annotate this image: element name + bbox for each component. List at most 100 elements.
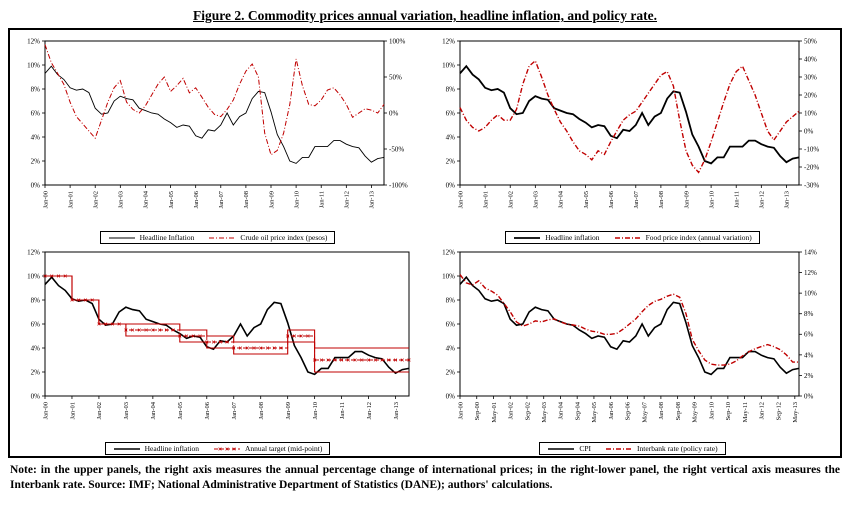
svg-text:Jan-02: Jan-02 bbox=[507, 402, 514, 419]
svg-text:4%: 4% bbox=[804, 351, 814, 359]
svg-text:4%: 4% bbox=[445, 344, 455, 352]
legend-label: Crude oil price index (pesos) bbox=[240, 233, 328, 242]
svg-text:10%: 10% bbox=[442, 272, 455, 280]
svg-text:10%: 10% bbox=[804, 290, 817, 298]
svg-text:Jan-03: Jan-03 bbox=[117, 191, 124, 208]
svg-text:6%: 6% bbox=[30, 320, 40, 328]
svg-text:Jan-10: Jan-10 bbox=[311, 402, 318, 419]
svg-text:Jan-07: Jan-07 bbox=[231, 401, 238, 419]
legend-item-headline-inflation: Headline inflation bbox=[513, 233, 600, 242]
legend-line-sample bbox=[214, 446, 240, 451]
figure-note: Note: in the upper panels, the right axi… bbox=[10, 464, 840, 491]
svg-text:10%: 10% bbox=[804, 109, 817, 117]
svg-text:2%: 2% bbox=[30, 157, 40, 165]
svg-text:Jan-08: Jan-08 bbox=[258, 402, 265, 419]
svg-text:12%: 12% bbox=[27, 37, 40, 45]
legend-line-sample bbox=[113, 447, 140, 450]
svg-text:8%: 8% bbox=[30, 85, 40, 93]
svg-text:2%: 2% bbox=[445, 157, 455, 165]
svg-text:2%: 2% bbox=[804, 372, 814, 380]
svg-text:8%: 8% bbox=[804, 310, 814, 318]
svg-text:Jan-06: Jan-06 bbox=[204, 401, 211, 419]
svg-text:4%: 4% bbox=[30, 344, 40, 352]
svg-text:14%: 14% bbox=[804, 248, 817, 256]
svg-text:-10%: -10% bbox=[804, 145, 819, 153]
svg-text:Jan-12: Jan-12 bbox=[758, 191, 765, 208]
legend-label: Headline Inflation bbox=[139, 233, 195, 242]
svg-text:4%: 4% bbox=[445, 133, 455, 141]
svg-text:0%: 0% bbox=[389, 109, 399, 117]
legend-line-sample bbox=[108, 237, 135, 238]
svg-text:Jan-00: Jan-00 bbox=[457, 191, 464, 208]
legend-label: CPI bbox=[579, 444, 592, 453]
svg-text:8%: 8% bbox=[30, 296, 40, 304]
svg-text:May-03: May-03 bbox=[541, 402, 548, 423]
legend-label: Food price index (annual variation) bbox=[645, 233, 752, 242]
svg-text:Jan-10: Jan-10 bbox=[293, 191, 300, 208]
svg-text:Jan-11: Jan-11 bbox=[338, 402, 345, 419]
svg-text:Sep-08: Sep-08 bbox=[674, 402, 681, 420]
legend-label: Headline inflation bbox=[545, 233, 600, 242]
svg-text:Jan-13: Jan-13 bbox=[783, 191, 790, 208]
svg-text:0%: 0% bbox=[30, 181, 40, 189]
svg-text:10%: 10% bbox=[442, 61, 455, 69]
legend-line-sample bbox=[514, 236, 541, 239]
svg-text:6%: 6% bbox=[445, 320, 455, 328]
svg-text:Jan-09: Jan-09 bbox=[268, 191, 275, 208]
panel-headline-vs-target: 0% 2% 4% 6% 8% 10% 12% Jan-00 Jan-01 Jan-02 Jan-03… bbox=[10, 244, 425, 455]
legend-item-food-price-index-annual-variation-: Food price index (annual variation) bbox=[614, 233, 752, 242]
chart-legend: Headline Inflation Crude oil price index … bbox=[99, 231, 336, 244]
svg-text:12%: 12% bbox=[442, 248, 455, 256]
svg-text:Jan-03: Jan-03 bbox=[532, 191, 539, 208]
svg-text:Jan-00: Jan-00 bbox=[457, 402, 464, 419]
legend-line-sample bbox=[548, 447, 575, 450]
legend-item-annual-target-mid-point-: Annual target (mid-point) bbox=[213, 444, 322, 453]
svg-text:May-13: May-13 bbox=[792, 402, 799, 423]
svg-text:0%: 0% bbox=[445, 181, 455, 189]
svg-text:Sep-02: Sep-02 bbox=[524, 402, 531, 420]
svg-text:Jan-06: Jan-06 bbox=[607, 190, 614, 208]
svg-text:Jan-09: Jan-09 bbox=[683, 191, 690, 208]
svg-text:Jan-09: Jan-09 bbox=[284, 402, 291, 419]
chart-headline-vs-oil: 0% 2% 4% 6% 8% 10% 12% -100% -50% 0% 50% 100% Jan-00… bbox=[27, 37, 408, 208]
legend-label: Interbank rate (policy rate) bbox=[637, 444, 718, 453]
svg-text:10%: 10% bbox=[27, 61, 40, 69]
svg-text:6%: 6% bbox=[30, 109, 40, 117]
svg-text:0%: 0% bbox=[30, 392, 40, 400]
svg-text:-50%: -50% bbox=[389, 145, 404, 153]
svg-text:100%: 100% bbox=[389, 37, 406, 45]
svg-text:May-07: May-07 bbox=[641, 401, 648, 422]
svg-text:12%: 12% bbox=[442, 37, 455, 45]
svg-text:Jan-02: Jan-02 bbox=[92, 191, 99, 208]
legend-item-crude-oil-price-index-pesos-: Crude oil price index (pesos) bbox=[208, 233, 327, 242]
svg-text:Jan-10: Jan-10 bbox=[708, 191, 715, 208]
svg-text:Jan-08: Jan-08 bbox=[658, 402, 665, 419]
svg-text:6%: 6% bbox=[804, 331, 814, 339]
svg-text:12%: 12% bbox=[27, 248, 40, 256]
svg-text:Jan-05: Jan-05 bbox=[582, 191, 589, 208]
panel-headline-vs-food: 0% 2% 4% 6% 8% 10% 12% -30% -20% -10% 0% 10% 20% 30% 4… bbox=[425, 33, 840, 244]
svg-text:Jan-12: Jan-12 bbox=[758, 402, 765, 419]
legend-label: Headline inflation bbox=[144, 444, 199, 453]
svg-text:Jan-00: Jan-00 bbox=[42, 402, 49, 419]
svg-text:50%: 50% bbox=[389, 73, 402, 81]
chart-legend: CPI Interbank rate (policy rate) bbox=[539, 442, 726, 455]
legend-item-cpi: CPI bbox=[547, 444, 591, 453]
svg-text:Jan-02: Jan-02 bbox=[507, 191, 514, 208]
svg-text:Jan-04: Jan-04 bbox=[150, 401, 157, 419]
svg-text:Jan-02: Jan-02 bbox=[96, 402, 103, 419]
svg-text:Jan-06: Jan-06 bbox=[192, 190, 199, 208]
svg-text:May-05: May-05 bbox=[591, 402, 598, 423]
svg-text:10%: 10% bbox=[27, 272, 40, 280]
panel-headline-vs-oil: 0% 2% 4% 6% 8% 10% 12% -100% -50% 0% 50% 100% Jan-00… bbox=[10, 33, 425, 244]
svg-text:-30%: -30% bbox=[804, 181, 819, 189]
legend-line-sample bbox=[209, 237, 236, 238]
svg-text:0%: 0% bbox=[804, 392, 814, 400]
svg-text:Jan-04: Jan-04 bbox=[142, 190, 149, 208]
panel-cpi-vs-interbank: 0% 2% 4% 6% 8% 10% 12% 0% 2% 4% 6% 8% 10% 12% 14% Jan-0… bbox=[425, 244, 840, 455]
svg-text:Jan-01: Jan-01 bbox=[69, 402, 76, 419]
svg-text:2%: 2% bbox=[445, 368, 455, 376]
legend-item-headline-inflation: Headline inflation bbox=[113, 444, 199, 453]
legend-item-headline-inflation: Headline Inflation bbox=[108, 233, 195, 242]
svg-text:May-01: May-01 bbox=[490, 402, 497, 423]
